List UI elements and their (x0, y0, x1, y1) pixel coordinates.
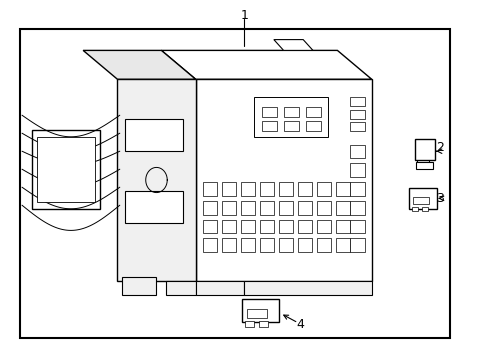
Bar (412, 197, 428, 204)
Text: 2: 2 (435, 141, 443, 154)
Bar (349, 220, 364, 233)
Bar (222, 220, 235, 233)
Bar (317, 201, 330, 215)
Polygon shape (273, 40, 312, 50)
Bar (408, 188, 436, 209)
Bar (222, 182, 235, 196)
Bar (349, 238, 364, 252)
Bar (279, 182, 292, 196)
Bar (246, 309, 267, 318)
Bar (260, 182, 273, 196)
Bar (336, 220, 349, 233)
Bar (298, 201, 311, 215)
Text: 4: 4 (296, 318, 304, 331)
Bar (298, 182, 311, 196)
Bar (222, 238, 235, 252)
Bar (259, 321, 267, 327)
Bar (349, 110, 364, 119)
Bar (261, 121, 277, 131)
Bar (317, 220, 330, 233)
Bar (244, 281, 371, 295)
Bar (336, 238, 349, 252)
Bar (242, 299, 278, 322)
Bar (260, 220, 273, 233)
Bar (305, 121, 321, 131)
Bar (254, 97, 327, 137)
Bar (349, 122, 364, 131)
Bar (37, 137, 95, 202)
Bar (349, 145, 364, 158)
Bar (261, 107, 277, 117)
Bar (241, 238, 254, 252)
Text: 3: 3 (435, 192, 443, 204)
Bar (349, 163, 364, 177)
Polygon shape (161, 50, 371, 79)
Bar (415, 162, 432, 169)
Bar (195, 281, 244, 295)
Bar (317, 182, 330, 196)
Bar (241, 220, 254, 233)
Bar (20, 29, 449, 338)
Bar (421, 207, 427, 211)
Bar (203, 201, 216, 215)
Bar (283, 107, 299, 117)
Bar (245, 321, 254, 327)
Bar (298, 238, 311, 252)
Bar (203, 220, 216, 233)
Bar (305, 107, 321, 117)
Bar (124, 191, 183, 223)
Bar (279, 238, 292, 252)
Bar (298, 220, 311, 233)
Bar (203, 182, 216, 196)
Bar (122, 277, 156, 295)
Bar (32, 130, 100, 209)
Bar (260, 238, 273, 252)
Bar (349, 97, 364, 106)
Bar (260, 201, 273, 215)
Bar (349, 201, 364, 215)
Text: 1: 1 (240, 9, 248, 22)
Polygon shape (117, 79, 195, 281)
Bar (414, 139, 434, 160)
Bar (279, 201, 292, 215)
Bar (195, 79, 371, 281)
Bar (241, 201, 254, 215)
Bar (411, 207, 417, 211)
Bar (124, 119, 183, 151)
Bar (222, 201, 235, 215)
Bar (336, 201, 349, 215)
Bar (279, 220, 292, 233)
Bar (336, 182, 349, 196)
Bar (166, 281, 195, 295)
Bar (203, 238, 216, 252)
Bar (317, 238, 330, 252)
Bar (283, 121, 299, 131)
Bar (349, 182, 364, 196)
Bar (241, 182, 254, 196)
Polygon shape (83, 50, 195, 79)
